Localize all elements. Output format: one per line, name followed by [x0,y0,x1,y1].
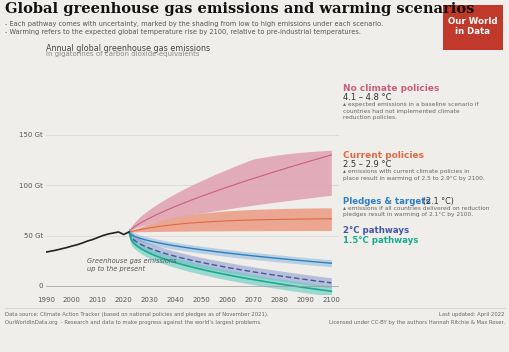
Text: - Each pathway comes with uncertainty, marked by the shading from low to high em: - Each pathway comes with uncertainty, m… [5,21,382,27]
Text: OurWorldInData.org  - Research and data to make progress against the world’s lar: OurWorldInData.org - Research and data t… [5,320,261,325]
Text: 4.1 – 4.8 °C: 4.1 – 4.8 °C [342,93,390,102]
Text: 1.5°C pathways: 1.5°C pathways [342,236,417,245]
Text: (2.1 °C): (2.1 °C) [422,197,454,206]
Text: Last updated: April 2022: Last updated: April 2022 [439,312,504,316]
Text: ▴ expected emissions in a baseline scenario if
countries had not implemented cli: ▴ expected emissions in a baseline scena… [342,102,477,120]
Text: Our World
in Data: Our World in Data [447,17,497,36]
Text: Annual global greenhouse gas emissions: Annual global greenhouse gas emissions [46,44,210,53]
Text: Greenhouse gas emissions
up to the present: Greenhouse gas emissions up to the prese… [87,258,177,272]
Text: Licensed under CC-BY by the authors Hannah Ritchie & Max Roser.: Licensed under CC-BY by the authors Hann… [328,320,504,325]
Text: in gigatonnes of carbon dioxide-equivalents: in gigatonnes of carbon dioxide-equivale… [46,51,199,57]
Text: - Warming refers to the expected global temperature rise by 2100, relative to pr: - Warming refers to the expected global … [5,29,360,35]
Text: Data source: Climate Action Tracker (based on national policies and pledges as o: Data source: Climate Action Tracker (bas… [5,312,268,316]
Text: ▴ emissions with current climate policies in
place result in warming of 2.5 to 2: ▴ emissions with current climate policie… [342,169,484,181]
Text: No climate policies: No climate policies [342,84,438,94]
Text: ▴ emissions if all countries delivered on reduction
pledges result in warming of: ▴ emissions if all countries delivered o… [342,206,488,217]
Text: Global greenhouse gas emissions and warming scenarios: Global greenhouse gas emissions and warm… [5,2,473,16]
Text: 2.5 – 2.9 °C: 2.5 – 2.9 °C [342,160,390,169]
Text: Pledges & targets: Pledges & targets [342,197,430,206]
Text: Current policies: Current policies [342,151,423,161]
Text: 2°C pathways: 2°C pathways [342,226,408,235]
